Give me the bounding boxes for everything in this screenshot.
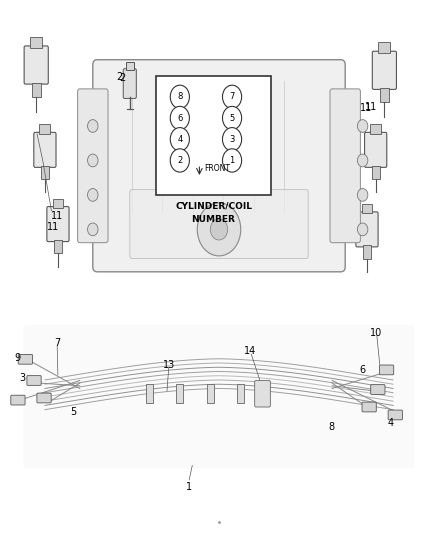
FancyBboxPatch shape xyxy=(254,381,270,407)
Text: 4: 4 xyxy=(388,418,394,428)
Text: 2: 2 xyxy=(119,72,126,83)
Circle shape xyxy=(170,149,189,172)
Text: 8: 8 xyxy=(328,422,334,432)
Text: 11: 11 xyxy=(365,102,377,112)
Bar xyxy=(380,88,389,102)
Circle shape xyxy=(223,85,242,109)
Bar xyxy=(146,384,153,403)
Bar xyxy=(372,166,380,179)
Text: 6: 6 xyxy=(360,365,366,375)
FancyBboxPatch shape xyxy=(18,354,32,364)
FancyBboxPatch shape xyxy=(356,212,378,247)
FancyBboxPatch shape xyxy=(27,376,41,385)
Circle shape xyxy=(197,203,241,256)
FancyBboxPatch shape xyxy=(23,325,415,468)
Circle shape xyxy=(223,149,242,172)
FancyBboxPatch shape xyxy=(379,365,394,375)
Text: 8: 8 xyxy=(177,92,183,101)
Text: 11: 11 xyxy=(360,103,372,114)
Bar xyxy=(126,62,134,70)
FancyBboxPatch shape xyxy=(11,395,25,405)
FancyBboxPatch shape xyxy=(78,89,108,243)
Circle shape xyxy=(357,154,368,167)
Text: FRONT: FRONT xyxy=(205,164,231,173)
Text: 7: 7 xyxy=(54,338,60,349)
Circle shape xyxy=(357,189,368,201)
Text: 9: 9 xyxy=(15,353,21,362)
Bar xyxy=(30,37,42,47)
FancyBboxPatch shape xyxy=(371,385,385,394)
Bar xyxy=(378,42,390,53)
Circle shape xyxy=(88,223,98,236)
Text: 11: 11 xyxy=(51,211,64,221)
Text: 11: 11 xyxy=(46,222,59,232)
Bar xyxy=(237,384,244,403)
FancyBboxPatch shape xyxy=(34,132,56,167)
Circle shape xyxy=(223,127,242,151)
Circle shape xyxy=(170,107,189,130)
Bar xyxy=(207,384,214,403)
Circle shape xyxy=(357,119,368,132)
Text: 14: 14 xyxy=(244,346,257,357)
Text: 1: 1 xyxy=(230,156,235,165)
Text: 7: 7 xyxy=(230,92,235,101)
Text: 3: 3 xyxy=(19,373,25,383)
Text: 3: 3 xyxy=(230,135,235,144)
Circle shape xyxy=(210,219,228,240)
FancyBboxPatch shape xyxy=(93,60,345,272)
Text: 5: 5 xyxy=(230,114,235,123)
Text: 1: 1 xyxy=(185,481,191,491)
FancyBboxPatch shape xyxy=(362,402,376,412)
FancyBboxPatch shape xyxy=(330,89,360,243)
Circle shape xyxy=(170,127,189,151)
FancyBboxPatch shape xyxy=(123,69,136,99)
Bar xyxy=(363,245,371,259)
FancyBboxPatch shape xyxy=(37,393,51,403)
Circle shape xyxy=(170,85,189,109)
Text: NUMBER: NUMBER xyxy=(191,215,236,224)
Circle shape xyxy=(223,107,242,130)
FancyBboxPatch shape xyxy=(388,410,403,420)
Circle shape xyxy=(88,119,98,132)
Bar xyxy=(53,199,64,208)
Text: 5: 5 xyxy=(70,407,76,417)
Bar xyxy=(156,76,271,195)
Text: 6: 6 xyxy=(177,114,183,123)
Circle shape xyxy=(88,154,98,167)
FancyBboxPatch shape xyxy=(372,51,396,90)
FancyBboxPatch shape xyxy=(130,190,308,259)
Bar xyxy=(39,124,50,134)
FancyBboxPatch shape xyxy=(47,207,69,241)
Circle shape xyxy=(88,189,98,201)
Circle shape xyxy=(357,223,368,236)
Text: 13: 13 xyxy=(163,360,175,369)
Text: 4: 4 xyxy=(177,135,183,144)
Bar xyxy=(41,166,49,179)
FancyBboxPatch shape xyxy=(364,132,387,167)
Text: 10: 10 xyxy=(371,328,383,338)
Bar xyxy=(32,83,41,97)
Bar xyxy=(361,204,372,214)
Text: 2: 2 xyxy=(116,71,122,82)
FancyBboxPatch shape xyxy=(24,46,48,84)
Bar xyxy=(54,240,62,253)
Bar xyxy=(370,124,381,134)
Bar xyxy=(177,384,184,403)
Text: 2: 2 xyxy=(177,156,183,165)
Text: CYLINDER/COIL: CYLINDER/COIL xyxy=(175,201,252,211)
